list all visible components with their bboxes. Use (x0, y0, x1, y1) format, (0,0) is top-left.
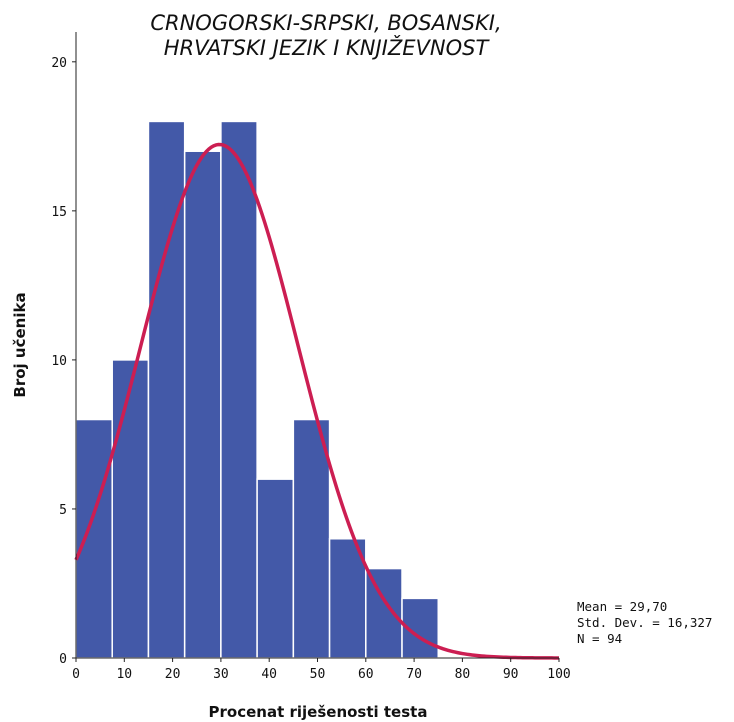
x-tick-label: 10 (116, 667, 132, 682)
stat-n: N = 94 (577, 631, 622, 646)
x-axis-ticks: 0 10 20 30 40 50 60 70 80 90 100 (72, 658, 571, 682)
x-tick-label: 90 (503, 667, 519, 682)
x-tick-label: 40 (261, 667, 277, 682)
histogram-bars (75, 120, 439, 659)
y-axis-ticks: 0 5 10 15 20 (51, 56, 76, 667)
y-tick-label: 20 (51, 56, 67, 71)
x-tick-label: 30 (213, 667, 229, 682)
histogram-bar (75, 418, 113, 659)
histogram-bar (111, 359, 150, 659)
x-axis-title: Procenat riješenosti testa (209, 703, 428, 721)
stat-std-dev: Std. Dev. = 16,327 (577, 615, 712, 630)
histogram-bar (256, 478, 295, 659)
x-tick-label: 100 (547, 667, 570, 682)
histogram-bar (365, 567, 403, 659)
stat-mean: Mean = 29,70 (577, 599, 667, 614)
y-tick-label: 5 (59, 503, 67, 518)
chart-title: CRNOGORSKI-SRPSKI, BOSANSKI, HRVATSKI JE… (150, 11, 501, 60)
y-tick-label: 10 (51, 354, 67, 369)
y-axis-title: Broj učenika (11, 292, 29, 397)
histogram-bar (292, 418, 331, 659)
x-tick-label: 50 (310, 667, 326, 682)
histogram-bar (183, 150, 222, 659)
chart-title-line-2: HRVATSKI JEZIK I KNJIŽEVNOST (164, 35, 491, 60)
x-tick-label: 70 (406, 667, 422, 682)
x-tick-label: 80 (455, 667, 471, 682)
chart-title-line-1: CRNOGORSKI-SRPSKI, BOSANSKI, (150, 11, 501, 35)
x-tick-label: 0 (72, 667, 80, 682)
histogram-bar (328, 538, 367, 659)
statistics-legend: Mean = 29,70 Std. Dev. = 16,327 N = 94 (577, 599, 712, 646)
x-tick-label: 60 (358, 667, 374, 682)
y-tick-label: 15 (51, 205, 67, 220)
x-tick-label: 20 (165, 667, 181, 682)
y-tick-label: 0 (59, 652, 67, 667)
normal-curve (74, 142, 560, 660)
histogram-bar (220, 120, 258, 659)
